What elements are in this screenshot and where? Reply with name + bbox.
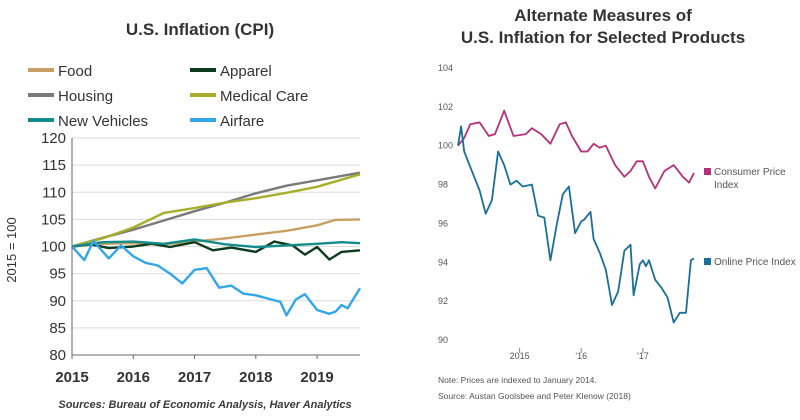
left-source-note: Sources: Bureau of Economic Analysis, Ha… — [58, 399, 351, 411]
right-x-tick-16: '16 — [575, 351, 587, 361]
legend-label-apparel: Apparel — [220, 63, 272, 80]
left-line-new-vehicles — [71, 238, 361, 249]
right-line-consumer-price-index — [457, 109, 695, 190]
right-y-tick-102: 102 — [438, 102, 453, 112]
legend-label-cpi-line1: Consumer Price — [714, 167, 786, 178]
right-y-tick-104: 104 — [438, 63, 453, 73]
left-y-tick-90: 90 — [49, 293, 66, 310]
left-y-tick-115: 115 — [42, 157, 66, 174]
left-y-tick-110: 110 — [42, 184, 66, 201]
legend-label-cpi-line2: Index — [714, 180, 738, 191]
legend-swatch-consumer-price-index — [704, 168, 711, 175]
left-x-tick-2019: 2019 — [300, 369, 333, 386]
left-legend: Food Apparel Housing Medical Care New Ve… — [28, 63, 308, 130]
legend-label-new-vehicles: New Vehicles — [58, 113, 148, 130]
right-y-tick-96: 96 — [438, 218, 448, 228]
right-x-tick-labels: 2015 '16 '17 — [510, 348, 649, 361]
right-series-lines — [457, 109, 695, 324]
right-y-tick-94: 94 — [438, 257, 448, 267]
legend-swatch-online-price-index — [704, 258, 711, 265]
left-line-medical-care — [71, 173, 361, 248]
left-y-axis-label: 2015 = 100 — [4, 217, 19, 282]
right-y-tick-92: 92 — [438, 296, 448, 306]
right-x-tick-17: '17 — [637, 351, 649, 361]
left-y-tick-85: 85 — [49, 320, 66, 337]
left-line-housing — [71, 171, 361, 248]
right-line-online-price-index — [457, 125, 695, 324]
right-source-note: Source: Austan Goolsbee and Peter Klenow… — [438, 391, 631, 401]
left-chart: U.S. Inflation (CPI) Food Apparel Housin… — [4, 20, 362, 411]
right-y-tick-98: 98 — [438, 180, 448, 190]
left-y-tick-labels: 80 85 90 95 100 105 110 115 120 — [41, 130, 66, 364]
left-chart-title: U.S. Inflation (CPI) — [126, 20, 274, 39]
left-y-tick-120: 120 — [41, 130, 66, 147]
left-series-lines — [71, 171, 362, 317]
left-x-tick-labels: 2015 2016 2017 2018 2019 — [55, 355, 334, 386]
left-y-tick-100: 100 — [41, 239, 66, 256]
right-y-tick-90: 90 — [438, 335, 448, 345]
right-y-tick-labels: 104 102 100 98 96 94 92 90 — [438, 63, 453, 345]
left-x-tick-2016: 2016 — [117, 369, 150, 386]
right-chart-title-line1: Alternate Measures of — [514, 6, 692, 25]
right-y-tick-100: 100 — [438, 141, 453, 151]
left-y-tick-105: 105 — [41, 211, 66, 228]
right-note: Note: Prices are indexed to January 2014… — [438, 375, 597, 385]
legend-label-online-price-index: Online Price Index — [714, 257, 796, 268]
right-chart-title-line2: U.S. Inflation for Selected Products — [461, 28, 745, 47]
left-line-airfare — [71, 239, 362, 317]
right-chart: Alternate Measures of U.S. Inflation for… — [438, 6, 796, 401]
left-x-tick-2015: 2015 — [55, 369, 88, 386]
left-x-tick-2018: 2018 — [239, 369, 272, 386]
left-y-tick-95: 95 — [49, 266, 66, 283]
left-line-apparel — [71, 240, 361, 261]
legend-label-housing: Housing — [58, 88, 113, 105]
right-x-tick-2015: 2015 — [510, 351, 530, 361]
legend-label-food: Food — [58, 63, 92, 80]
left-x-tick-2017: 2017 — [178, 369, 211, 386]
legend-label-airfare: Airfare — [220, 113, 264, 130]
left-y-tick-80: 80 — [49, 347, 66, 364]
legend-label-medical-care: Medical Care — [220, 88, 308, 105]
left-line-food — [71, 218, 361, 248]
right-legend: Consumer Price Index Online Price Index — [704, 167, 796, 268]
